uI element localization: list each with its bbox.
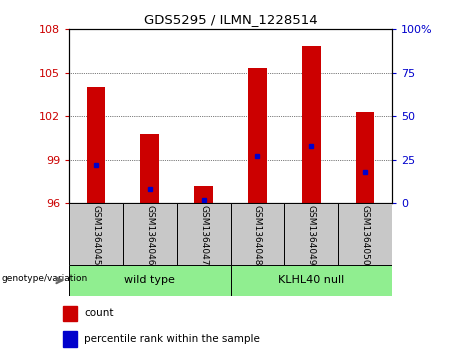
FancyBboxPatch shape [69,265,230,296]
Bar [64,331,77,347]
Bar [64,306,77,321]
Text: GSM1364048: GSM1364048 [253,205,262,266]
Text: GSM1364046: GSM1364046 [145,205,154,266]
Text: GSM1364050: GSM1364050 [361,205,369,266]
Text: GSM1364047: GSM1364047 [199,205,208,266]
Bar [302,46,320,203]
Bar [141,134,159,203]
Text: count: count [84,309,113,318]
Bar [194,186,213,203]
Text: KLHL40 null: KLHL40 null [278,276,344,285]
Title: GDS5295 / ILMN_1228514: GDS5295 / ILMN_1228514 [144,13,317,26]
Bar [248,68,267,203]
Text: percentile rank within the sample: percentile rank within the sample [84,334,260,344]
FancyBboxPatch shape [177,203,230,265]
Text: GSM1364049: GSM1364049 [307,205,316,266]
FancyBboxPatch shape [123,203,177,265]
FancyBboxPatch shape [230,265,392,296]
Bar [87,87,106,203]
Text: genotype/variation: genotype/variation [1,274,88,284]
FancyBboxPatch shape [230,203,284,265]
FancyBboxPatch shape [69,203,123,265]
Bar [355,112,374,203]
Text: GSM1364045: GSM1364045 [92,205,100,266]
FancyBboxPatch shape [284,203,338,265]
Text: wild type: wild type [124,276,175,285]
FancyBboxPatch shape [338,203,392,265]
